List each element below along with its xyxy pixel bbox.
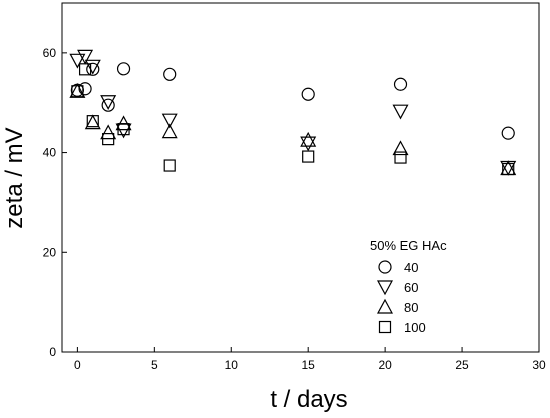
plot-frame [61, 2, 540, 353]
point-100-square [102, 133, 115, 146]
x-tick-label: 25 [455, 358, 469, 372]
point-80-triangle-up [392, 140, 409, 156]
legend-marker-circle [378, 260, 392, 274]
point-80-triangle-up [161, 123, 178, 139]
point-40-circle [163, 67, 177, 81]
legend-items: 40 60 80 100 [376, 260, 426, 335]
x-axis-ticks: 0 5 10 15 20 25 30 [74, 347, 546, 372]
point-100-square [71, 85, 84, 98]
legend-marker-triangle-down [376, 280, 394, 296]
point-40-circle [393, 77, 408, 91]
y-axis-ticks: 0 20 40 60 [43, 46, 67, 359]
y-tick-label: 40 [43, 146, 57, 160]
legend-title: 50% EG HAc [370, 238, 447, 253]
y-axis-title: zeta / mV [1, 127, 28, 228]
point-100-square [502, 162, 515, 176]
legend-label: 80 [404, 300, 418, 315]
point-100-square [86, 115, 99, 128]
point-100-square [117, 123, 130, 136]
point-60-triangle-down [69, 53, 86, 69]
point-60-triangle-down [84, 59, 101, 75]
y-tick-label: 0 [49, 345, 56, 359]
point-80-triangle-up [100, 124, 117, 140]
point-60-triangle-down [161, 113, 178, 129]
point-40-circle [501, 126, 515, 140]
point-100-square [163, 159, 176, 172]
point-40-circle [78, 82, 92, 96]
point-60-triangle-down [100, 95, 117, 110]
y-tick-label: 20 [43, 245, 57, 259]
point-100-square [78, 63, 92, 76]
legend-label: 100 [404, 320, 426, 335]
legend: 50% EG HAc 40 60 80 100 [370, 238, 447, 335]
data-points [69, 49, 517, 176]
point-40-circle [86, 62, 100, 76]
x-tick-label: 30 [532, 358, 546, 372]
x-tick-label: 10 [225, 358, 239, 372]
x-tick-label: 5 [151, 358, 158, 372]
point-100-square [302, 150, 315, 163]
point-40-circle [116, 62, 131, 76]
point-60-triangle-down [77, 49, 94, 65]
legend-marker-triangle-up [376, 298, 394, 314]
legend-label: 40 [404, 260, 418, 275]
point-80-triangle-up [84, 114, 101, 130]
point-80-triangle-up [300, 131, 317, 147]
x-axis-title: t / days [270, 386, 347, 413]
x-tick-label: 15 [302, 358, 316, 372]
x-tick-label: 0 [74, 358, 81, 372]
point-100-square [394, 151, 407, 164]
y-tick-label: 60 [43, 46, 57, 60]
point-60-triangle-down [392, 104, 409, 120]
point-40-circle [101, 98, 115, 112]
point-40-circle [301, 87, 315, 101]
legend-marker-square [378, 320, 392, 334]
legend-label: 60 [404, 280, 418, 295]
point-60-triangle-down [300, 136, 317, 152]
x-tick-label: 20 [378, 358, 392, 372]
